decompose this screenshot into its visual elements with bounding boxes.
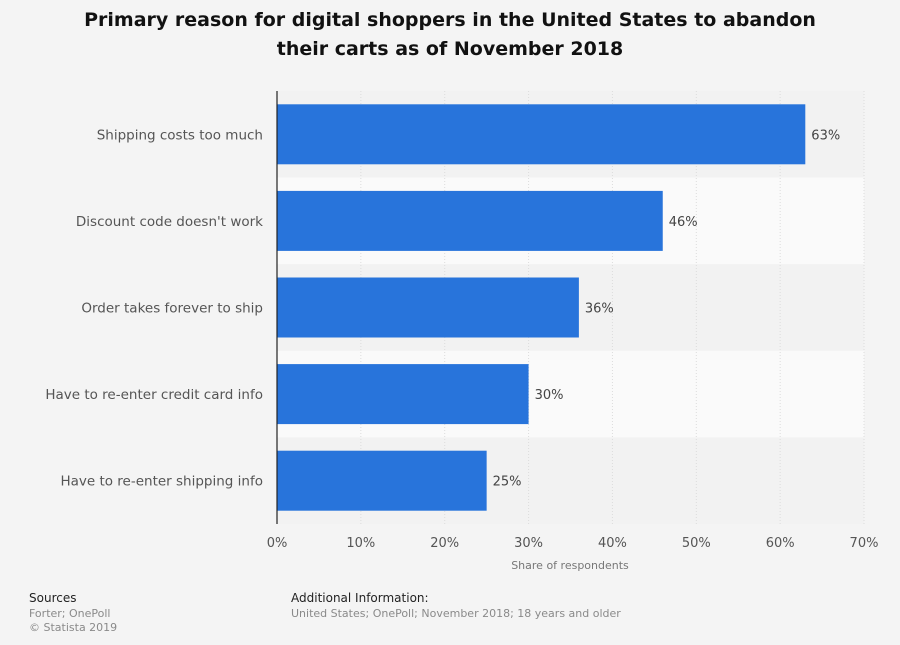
chart-title-line-1: Primary reason for digital shoppers in t… xyxy=(84,9,816,31)
category-label: Discount code doesn't work xyxy=(76,214,263,230)
x-tick-label: 70% xyxy=(850,536,879,551)
value-label: 30% xyxy=(535,388,564,403)
category-label: Have to re-enter shipping info xyxy=(60,474,263,490)
bar xyxy=(277,450,487,511)
value-label: 46% xyxy=(669,215,698,230)
category-label: Order takes forever to ship xyxy=(81,301,263,317)
additional-info-text: United States; OnePoll; November 2018; 1… xyxy=(291,607,621,620)
x-tick-label: 50% xyxy=(682,536,711,551)
bar xyxy=(277,104,806,165)
additional-info-block: Additional Information: United States; O… xyxy=(291,591,621,621)
chart-title: Primary reason for digital shoppers in t… xyxy=(0,6,900,64)
sources-line-1: Forter; OnePoll xyxy=(29,607,111,620)
x-tick-label: 10% xyxy=(346,536,375,551)
x-tick-label: 30% xyxy=(514,536,543,551)
category-label: Have to re-enter credit card info xyxy=(45,387,263,403)
x-tick-label: 40% xyxy=(598,536,627,551)
value-label: 63% xyxy=(811,128,840,143)
sources-heading: Sources xyxy=(29,591,77,605)
category-label: Shipping costs too much xyxy=(97,127,263,143)
sources-line-2: © Statista 2019 xyxy=(29,621,118,634)
value-label: 25% xyxy=(493,475,522,490)
x-tick-label: 20% xyxy=(430,536,459,551)
bar xyxy=(277,364,529,425)
bar xyxy=(277,190,663,251)
additional-info-heading: Additional Information: xyxy=(291,591,429,605)
x-axis-title: Share of respondents xyxy=(511,559,629,572)
sources-block: Sources Forter; OnePoll © Statista 2019 xyxy=(29,591,117,635)
value-label: 36% xyxy=(585,302,614,317)
bar xyxy=(277,277,579,338)
x-tick-label: 0% xyxy=(267,536,288,551)
chart-title-line-2: their carts as of November 2018 xyxy=(276,38,624,60)
x-tick-label: 60% xyxy=(766,536,795,551)
